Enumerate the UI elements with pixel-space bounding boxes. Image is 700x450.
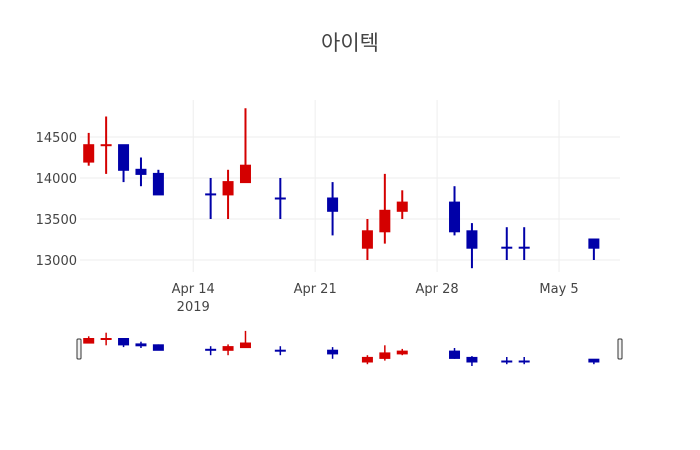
range-slider[interactable] bbox=[76, 330, 623, 366]
x-tick-year-label: 2019 bbox=[177, 300, 210, 315]
mini-candle bbox=[379, 345, 391, 361]
mini-candle bbox=[327, 347, 339, 359]
candle[interactable] bbox=[466, 223, 478, 269]
x-tick-label: Apr 21 bbox=[294, 282, 337, 297]
candle[interactable] bbox=[501, 227, 513, 260]
candle[interactable] bbox=[588, 238, 600, 261]
candle[interactable] bbox=[239, 108, 251, 184]
candle[interactable] bbox=[396, 190, 408, 219]
candles-main[interactable] bbox=[83, 108, 600, 269]
candle[interactable] bbox=[83, 132, 95, 166]
candle[interactable] bbox=[205, 178, 217, 219]
mini-candle bbox=[449, 348, 461, 359]
y-tick-label: 14500 bbox=[36, 131, 77, 146]
candle[interactable] bbox=[361, 219, 373, 260]
range-slider-candles bbox=[83, 330, 600, 366]
candle[interactable] bbox=[118, 144, 130, 183]
x-axis: Apr 14 2019 Apr 21 Apr 28 May 5 bbox=[172, 282, 579, 315]
candle[interactable] bbox=[222, 169, 234, 219]
mini-candle bbox=[518, 357, 530, 365]
y-tick-label: 14000 bbox=[36, 172, 77, 187]
mini-candle bbox=[100, 332, 112, 346]
mini-candle bbox=[135, 341, 147, 348]
range-slider-left-handle[interactable] bbox=[76, 338, 82, 360]
y-tick-label: 13500 bbox=[36, 213, 77, 228]
mini-candle bbox=[152, 344, 164, 351]
candle[interactable] bbox=[379, 173, 391, 244]
gridlines bbox=[80, 100, 620, 272]
mini-candle bbox=[239, 330, 251, 349]
candle[interactable] bbox=[274, 178, 286, 219]
mini-candle bbox=[222, 344, 234, 356]
candle[interactable] bbox=[327, 182, 339, 236]
x-tick-label: May 5 bbox=[539, 282, 578, 297]
candle[interactable] bbox=[518, 227, 530, 260]
candle[interactable] bbox=[152, 169, 164, 196]
mini-candle bbox=[118, 338, 130, 348]
mini-candle bbox=[396, 348, 408, 356]
y-axis: 13000 13500 14000 14500 bbox=[36, 131, 77, 269]
candle[interactable] bbox=[100, 116, 112, 174]
mini-candle bbox=[83, 336, 95, 344]
candle[interactable] bbox=[135, 157, 147, 187]
x-tick-label: Apr 28 bbox=[416, 282, 459, 297]
x-tick-label: Apr 14 bbox=[172, 282, 215, 297]
candle[interactable] bbox=[449, 186, 461, 236]
mini-candle bbox=[274, 346, 286, 356]
mini-candle bbox=[205, 346, 217, 356]
mini-candle bbox=[466, 356, 478, 366]
range-slider-right-handle[interactable] bbox=[617, 338, 623, 360]
mini-candle bbox=[501, 357, 513, 365]
chart-title: 아이텍 bbox=[321, 31, 379, 55]
mini-candle bbox=[361, 355, 373, 365]
mini-candle bbox=[588, 358, 600, 365]
y-tick-label: 13000 bbox=[36, 254, 77, 269]
